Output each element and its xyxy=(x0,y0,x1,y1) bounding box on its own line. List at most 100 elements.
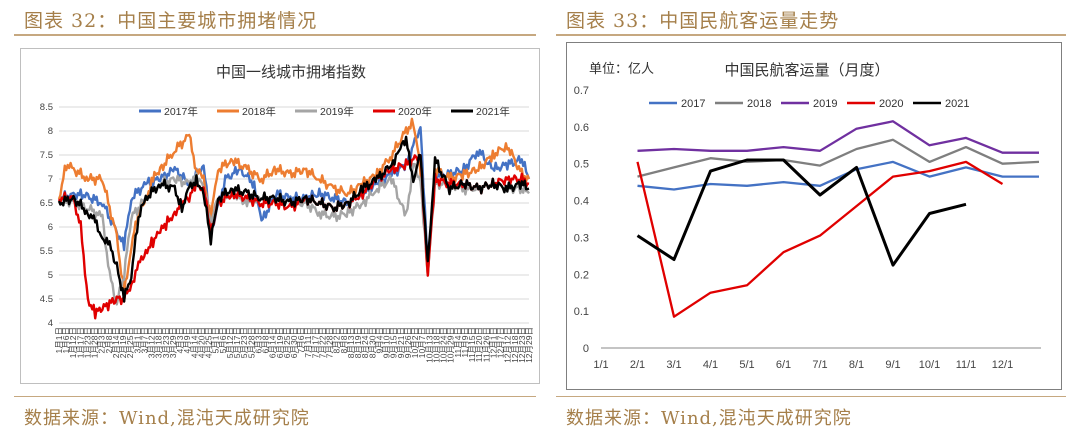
x-tick-label: 12月23日 xyxy=(517,327,527,363)
legend-label: 2017 xyxy=(681,98,705,110)
series-line xyxy=(57,135,530,303)
x-tick-label: 6/1 xyxy=(776,359,791,371)
x-tick-label: 1月6日 xyxy=(61,327,71,353)
x-tick-label: 7/1 xyxy=(812,359,827,371)
x-tick-label: 12月7日 xyxy=(496,327,506,358)
y-tick-label: 7 xyxy=(48,174,53,185)
x-tick-label: 5月23日 xyxy=(239,327,249,358)
passenger-chart: 单位：亿人 中国民航客运量（月度） 2017 2018 2019 2020 2021 0… xyxy=(574,61,1041,371)
y-tick-label: 0.2 xyxy=(574,269,589,281)
legend-label: 2019年 xyxy=(320,105,354,118)
series-line xyxy=(636,160,1004,318)
x-tick-label: 10月18日 xyxy=(431,327,441,363)
x-tick-label: 8月30日 xyxy=(367,327,377,358)
x-tick-label: 6月3日 xyxy=(253,327,263,353)
x-tick-label: 8/1 xyxy=(849,359,864,371)
x-tick-label: 10月29日 xyxy=(446,327,456,363)
y-tick-label: 0.5 xyxy=(574,159,589,171)
x-tick-label: 1/1 xyxy=(593,359,608,371)
x-tick-label: 3/1 xyxy=(666,359,681,371)
x-tick-label: 4月3日 xyxy=(175,327,185,353)
x-tick-label: 8月19日 xyxy=(353,327,363,358)
legend-label: 2020年 xyxy=(398,105,432,118)
x-tick-label: 8月24日 xyxy=(360,327,370,358)
x-tick-label: 9月15日 xyxy=(389,327,399,358)
x-tick-label: 3月7日 xyxy=(139,327,149,353)
x-tick-label: 9月4日 xyxy=(374,327,384,353)
right-top-rule xyxy=(556,34,1066,36)
x-tick-label: 10月7日 xyxy=(417,327,427,358)
x-tick-label: 1月12日 xyxy=(68,327,78,358)
x-tick-label: 2月25日 xyxy=(125,327,135,358)
x-tick-label: 6月25日 xyxy=(282,327,292,358)
x-tick-label: 10月2日 xyxy=(410,327,420,358)
x-tick-label: 1月1日 xyxy=(54,327,64,353)
right-chart-panel: 单位：亿人 中国民航客运量（月度） 2017 2018 2019 2020 2021 0… xyxy=(566,42,1062,390)
unit-label: 单位：亿人 xyxy=(589,61,654,76)
legend-label: 2020 xyxy=(879,98,903,110)
y-tick-label: 4 xyxy=(48,318,53,329)
x-tick-label: 5月6日 xyxy=(218,327,228,353)
x-tick-label: 6月14日 xyxy=(268,327,278,358)
y-tick-label: 0.1 xyxy=(574,306,589,318)
x-tick-label: 3月29日 xyxy=(168,327,178,358)
x-tick-label: 11/1 xyxy=(956,359,977,371)
y-tick-label: 5 xyxy=(48,270,53,281)
right-figure-caption: 图表 33：中国民航客运量走势 xyxy=(566,10,840,32)
x-tick-label: 4月9日 xyxy=(182,327,192,353)
x-tick-label: 2月3日 xyxy=(97,327,107,353)
x-tick-label: 5月12日 xyxy=(225,327,235,358)
x-tick-label: 9月10日 xyxy=(382,327,392,358)
legend-label: 2017年 xyxy=(164,105,198,118)
x-tick-label: 3月1日 xyxy=(132,327,142,353)
x-tick-label: 3月12日 xyxy=(147,327,157,358)
x-tick-label: 10月24日 xyxy=(439,327,449,363)
x-tick-label: 4月25日 xyxy=(204,327,214,358)
y-tick-label: 6 xyxy=(48,222,53,233)
series-line xyxy=(57,125,531,263)
x-tick-label: 4月14日 xyxy=(189,327,199,358)
y-tick-label: 0.3 xyxy=(574,232,589,244)
y-tick-label: 7.5 xyxy=(40,150,53,161)
left-bottom-rule xyxy=(14,396,536,397)
x-tick-label: 10月13日 xyxy=(424,327,434,363)
x-tick-label: 2月8日 xyxy=(104,327,114,353)
x-tick-label: 9/1 xyxy=(885,359,900,371)
congestion-chart: 中国一线城市拥堵指数 2017年 2018年 2019年 2020年 2021年 4 4.… xyxy=(40,64,534,363)
legend-label: 2021 xyxy=(945,98,969,110)
x-tick-label: 11月15日 xyxy=(467,327,477,362)
y-tick-label: 8.5 xyxy=(40,102,53,113)
x-tick-label: 3月23日 xyxy=(161,327,171,358)
legend-label: 2019 xyxy=(813,98,837,110)
x-tick-label: 2月19日 xyxy=(118,327,128,358)
left-figure-caption: 图表 32：中国主要城市拥堵情况 xyxy=(24,10,318,32)
x-tick-label: 7月6日 xyxy=(296,327,306,353)
x-tick-label: 6月30日 xyxy=(289,327,299,358)
chart-title: 中国民航客运量（月度） xyxy=(724,62,889,79)
x-tick-label: 4月20日 xyxy=(196,327,206,358)
x-tick-label: 11月26日 xyxy=(481,327,491,362)
series-line xyxy=(637,138,1040,178)
x-tick-label: 3月18日 xyxy=(154,327,164,358)
y-tick-label: 5.5 xyxy=(40,246,53,257)
y-tick-label: 6.5 xyxy=(40,198,53,209)
x-tick-label: 10/1 xyxy=(919,359,940,371)
legend-label: 2018年 xyxy=(242,105,276,118)
y-tick-label: 4.5 xyxy=(40,294,53,305)
x-tick-label: 12月29日 xyxy=(524,327,534,363)
left-source-note: 数据来源：Wind,混沌天成研究院 xyxy=(24,408,310,429)
x-tick-label: 6月19日 xyxy=(275,327,285,358)
x-tick-label: 1月28日 xyxy=(90,327,100,358)
x-tick-label: 6月8日 xyxy=(261,327,271,353)
y-tick-label: 8 xyxy=(48,126,53,137)
y-tick-label: 0 xyxy=(583,343,589,355)
x-tick-label: 12月1日 xyxy=(488,327,498,358)
right-bottom-rule xyxy=(556,396,1066,397)
y-tick-label: 0.4 xyxy=(574,196,589,208)
chart-title: 中国一线城市拥堵指数 xyxy=(216,64,366,81)
series-line xyxy=(636,158,967,267)
x-tick-label: 8月13日 xyxy=(346,327,356,358)
x-tick-label: 11月9日 xyxy=(460,327,470,358)
x-tick-label: 7月11日 xyxy=(303,327,313,358)
x-tick-label: 7月28日 xyxy=(325,327,335,358)
